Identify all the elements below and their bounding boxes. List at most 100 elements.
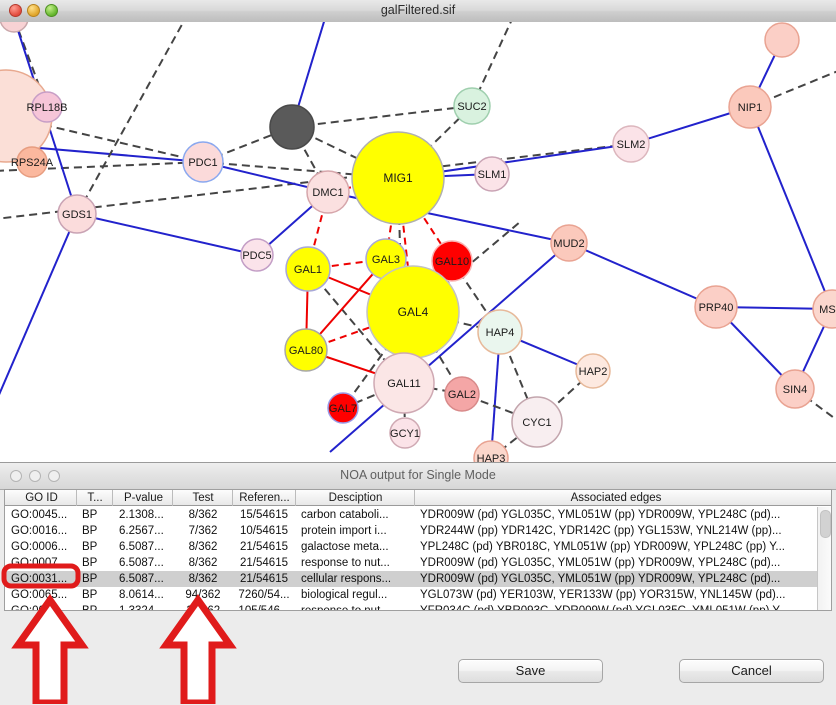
column-header-t[interactable]: T... — [78, 490, 113, 506]
node-circle[interactable] — [812, 289, 836, 329]
column-header-desciption[interactable]: Desciption — [297, 490, 415, 506]
node-circle[interactable] — [612, 125, 650, 163]
network-edge[interactable] — [568, 242, 717, 308]
node-circle[interactable] — [306, 170, 350, 214]
node-circle[interactable] — [474, 156, 510, 192]
network-edge[interactable] — [749, 106, 833, 310]
network-node-hap2[interactable]: HAP2 — [575, 353, 611, 389]
network-node-prp40[interactable]: PRP40 — [694, 285, 738, 329]
table-row[interactable]: GO:0045... BP 2.1308... 8/362 15/54615 carbon… — [5, 507, 831, 523]
network-node-gal11[interactable]: GAL11 — [373, 352, 435, 414]
network-node-mig1[interactable]: MIG1 — [351, 131, 445, 225]
minimize-button[interactable] — [27, 4, 40, 17]
node-circle[interactable] — [444, 376, 480, 412]
network-edge[interactable] — [76, 213, 258, 256]
network-edge[interactable] — [490, 421, 538, 459]
network-node-mud2[interactable]: MUD2 — [550, 224, 588, 262]
network-edge[interactable] — [329, 242, 570, 453]
network-node-n-gray[interactable] — [269, 104, 315, 150]
dialog-zoom-button[interactable] — [48, 470, 60, 482]
table-row[interactable]: GO:0007... BP 6.5087... 8/362 21/54615 respon… — [5, 555, 831, 571]
node-circle[interactable] — [351, 131, 445, 225]
column-header-test[interactable]: Test — [174, 490, 233, 506]
dialog-minimize-button[interactable] — [29, 470, 41, 482]
node-circle[interactable] — [269, 104, 315, 150]
cancel-button[interactable]: Cancel — [679, 659, 824, 683]
network-canvas[interactable]: RPL18B RPS24A GDS1 PDC1 PDC5 DMC1 MIG1 SUC2 SLM1… — [0, 22, 836, 462]
network-node-rpl18b[interactable]: RPL18B — [27, 91, 68, 123]
network-node-gal10[interactable]: GAL10 — [431, 240, 473, 282]
node-circle[interactable] — [453, 87, 491, 125]
node-circle[interactable] — [0, 22, 29, 33]
scrollbar-thumb[interactable] — [820, 510, 831, 538]
node-circle[interactable] — [389, 417, 421, 449]
zoom-button[interactable] — [45, 4, 58, 17]
table-body[interactable]: GO:0045... BP 2.1308... 8/362 15/54615 carbon… — [5, 507, 831, 611]
network-node-sin4[interactable]: SIN4 — [775, 369, 815, 409]
network-node-hap4[interactable]: HAP4 — [477, 309, 523, 355]
network-node-n-cut-topright[interactable] — [764, 22, 800, 58]
network-edge[interactable] — [471, 22, 520, 107]
network-node-cyc1[interactable]: CYC1 — [511, 396, 563, 448]
cell-description: biological regul... — [301, 589, 388, 601]
network-edge[interactable] — [0, 143, 632, 222]
cell-type: BP — [82, 605, 98, 611]
network-node-nip1[interactable]: NIP1 — [728, 85, 772, 129]
node-circle[interactable] — [550, 224, 588, 262]
node-circle[interactable] — [240, 238, 274, 272]
node-circle[interactable] — [284, 328, 328, 372]
table-row[interactable]: GO:0016... BP 6.2567... 7/362 10/54615 protei… — [5, 523, 831, 539]
network-graph: RPL18B RPS24A GDS1 PDC1 PDC5 DMC1 MIG1 SUC2 SLM1… — [0, 22, 836, 462]
network-node-pdc5[interactable]: PDC5 — [240, 238, 274, 272]
network-node-msi1[interactable]: MSI1 — [812, 289, 836, 329]
node-circle[interactable] — [511, 396, 563, 448]
column-header-referen[interactable]: Referen... — [234, 490, 296, 506]
node-circle[interactable] — [327, 392, 359, 424]
node-circle[interactable] — [285, 246, 331, 292]
network-node-pdc1[interactable]: PDC1 — [182, 141, 224, 183]
table-row[interactable]: GO:0006... BP 6.5087... 8/362 21/54615 galact… — [5, 539, 831, 555]
network-node-hap3[interactable]: HAP3 — [473, 440, 509, 462]
network-edge[interactable] — [291, 105, 473, 128]
network-node-slm1[interactable]: SLM1 — [474, 156, 510, 192]
column-header-p-value[interactable]: P-value — [115, 490, 173, 506]
node-circle[interactable] — [431, 240, 473, 282]
save-button[interactable]: Save — [458, 659, 603, 683]
network-node-n-cut-top[interactable] — [0, 22, 29, 33]
node-circle[interactable] — [31, 91, 63, 123]
node-circle[interactable] — [775, 369, 815, 409]
network-node-gal80[interactable]: GAL80 — [284, 328, 328, 372]
dialog-close-button[interactable] — [10, 470, 22, 482]
node-circle[interactable] — [694, 285, 738, 329]
network-nodes: RPL18B RPS24A GDS1 PDC1 PDC5 DMC1 MIG1 SUC2 SLM1… — [0, 22, 836, 462]
column-header-associated-edges[interactable]: Associated edges — [570, 492, 662, 504]
network-node-dmc1[interactable]: DMC1 — [306, 170, 350, 214]
node-circle[interactable] — [728, 85, 772, 129]
node-circle[interactable] — [373, 352, 435, 414]
close-button[interactable] — [9, 4, 22, 17]
results-table[interactable]: GO ID T... P-value Test Referen... Desciption… — [4, 489, 832, 611]
network-node-gal7[interactable]: GAL7 — [327, 392, 359, 424]
network-node-slm2[interactable]: SLM2 — [612, 125, 650, 163]
node-circle[interactable] — [182, 141, 224, 183]
network-node-rps24a[interactable]: RPS24A — [11, 146, 54, 178]
node-circle[interactable] — [575, 353, 611, 389]
network-node-gal1[interactable]: GAL1 — [285, 246, 331, 292]
table-vertical-scrollbar[interactable] — [817, 507, 831, 610]
node-circle[interactable] — [57, 194, 97, 234]
column-header-go-id[interactable]: GO ID — [7, 490, 77, 506]
node-circle[interactable] — [16, 146, 48, 178]
network-node-gds1[interactable]: GDS1 — [57, 194, 97, 234]
node-circle[interactable] — [477, 309, 523, 355]
network-node-suc2[interactable]: SUC2 — [453, 87, 491, 125]
network-node-gal2[interactable]: GAL2 — [444, 376, 480, 412]
network-node-gal4[interactable]: GAL4 — [366, 265, 460, 359]
table-row[interactable]: GO:0065... BP 8.0614... 94/362 7260/54... bio… — [5, 587, 831, 603]
node-circle[interactable] — [473, 440, 509, 462]
node-circle[interactable] — [764, 22, 800, 58]
network-edge[interactable] — [76, 22, 200, 215]
table-row[interactable]: GO:0031... BP 1.3324... 11/362 105/546... res… — [5, 603, 831, 611]
network-node-gcy1[interactable]: GCY1 — [389, 417, 421, 449]
table-row[interactable]: GO:0031... BP 6.5087... 8/362 21/54615 cellul… — [5, 571, 831, 587]
network-edge[interactable] — [0, 213, 78, 462]
